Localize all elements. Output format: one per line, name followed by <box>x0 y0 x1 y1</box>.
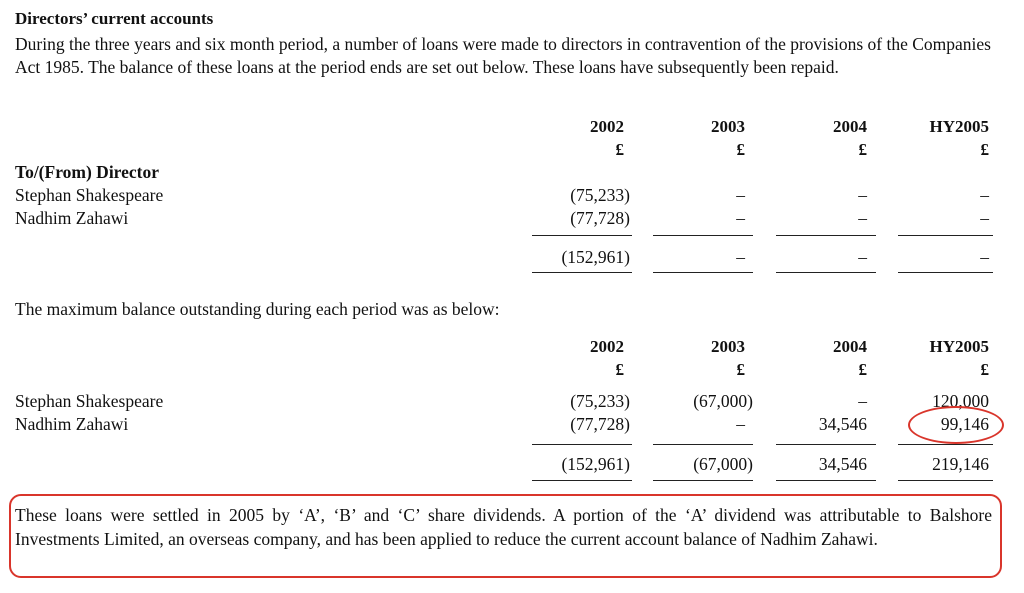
t1-total-rule <box>532 272 632 273</box>
t2-total-rule <box>776 480 876 481</box>
t2-row-name: Nadhim Zahawi <box>15 414 129 434</box>
t1-currency-hy2005: £ <box>980 140 990 159</box>
t2-subtotal-rule <box>653 444 753 445</box>
settlement-note: These loans were settled in 2005 by ‘A’,… <box>15 505 992 549</box>
t2-currency-hy2005: £ <box>980 360 990 379</box>
t1-cell: – <box>858 185 867 205</box>
t2-total-rule <box>898 480 993 481</box>
t1-total: – <box>980 247 989 267</box>
t1-currency-2004: £ <box>858 140 868 159</box>
max-balance-intro: The maximum balance outstanding during e… <box>15 299 500 319</box>
t1-year-2002: 2002 <box>590 117 624 136</box>
highlight-circle <box>908 406 1004 444</box>
t2-total-rule <box>532 480 632 481</box>
t2-row-name: Stephan Shakespeare <box>15 391 164 411</box>
t1-total: – <box>736 247 745 267</box>
highlight-box <box>9 494 1002 578</box>
t1-cell: (77,728) <box>570 208 630 228</box>
t2-cell: – <box>736 414 745 434</box>
section-heading: Directors’ current accounts <box>15 9 214 28</box>
t1-cell: – <box>980 208 989 228</box>
t1-currency-2002: £ <box>615 140 625 159</box>
t1-currency-2003: £ <box>736 140 746 159</box>
t1-cell: (75,233) <box>570 185 630 205</box>
t1-row-name: Stephan Shakespeare <box>15 185 164 205</box>
t2-cell: (77,728) <box>570 414 630 434</box>
t1-row-name: Nadhim Zahawi <box>15 208 129 228</box>
t2-total: 34,546 <box>818 454 867 474</box>
t2-year-2002: 2002 <box>590 337 624 356</box>
t2-total: 219,146 <box>932 454 989 474</box>
t1-cell: – <box>736 185 745 205</box>
t1-year-2004: 2004 <box>833 117 867 136</box>
t2-subtotal-rule <box>532 444 632 445</box>
t2-currency-2003: £ <box>736 360 746 379</box>
t1-total: – <box>858 247 867 267</box>
t2-cell: – <box>858 391 867 411</box>
t1-subtotal-rule <box>776 235 876 236</box>
t2-year-2003: 2003 <box>711 337 745 356</box>
t1-subtotal-rule <box>532 235 632 236</box>
t2-currency-2002: £ <box>615 360 625 379</box>
t2-total: (152,961) <box>561 454 630 474</box>
t1-subtotal-rule <box>653 235 753 236</box>
t2-total-rule <box>653 480 753 481</box>
t2-cell: (67,000) <box>693 391 753 411</box>
t1-total-rule <box>653 272 753 273</box>
t2-subtotal-rule <box>898 444 993 445</box>
intro-paragraph: During the three years and six month per… <box>15 34 991 77</box>
t1-section-label: To/(From) Director <box>15 162 160 182</box>
t1-year-2003: 2003 <box>711 117 745 136</box>
t1-total: (152,961) <box>561 247 630 267</box>
t1-year-hy2005: HY2005 <box>929 117 990 136</box>
t2-subtotal-rule <box>776 444 876 445</box>
t1-cell: – <box>736 208 745 228</box>
t2-cell: (75,233) <box>570 391 630 411</box>
t2-currency-2004: £ <box>858 360 868 379</box>
t1-cell: – <box>980 185 989 205</box>
t1-total-rule <box>898 272 993 273</box>
t1-total-rule <box>776 272 876 273</box>
t1-cell: – <box>858 208 867 228</box>
t1-subtotal-rule <box>898 235 993 236</box>
t2-total: (67,000) <box>693 454 753 474</box>
t2-year-2004: 2004 <box>833 337 867 356</box>
t2-year-hy2005: HY2005 <box>929 337 990 356</box>
t2-cell: 34,546 <box>818 414 867 434</box>
